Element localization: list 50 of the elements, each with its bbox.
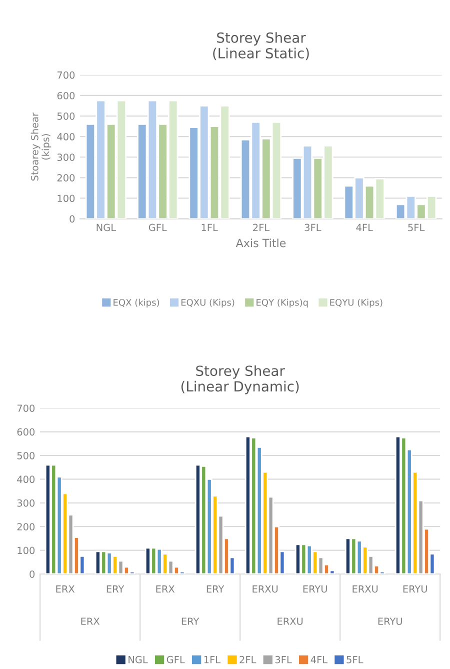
y-tick-label: 400: [57, 133, 75, 140]
legend-label: 4FL: [310, 656, 328, 664]
legend-label: GFL: [166, 656, 185, 664]
y-tick-label: 700: [17, 404, 35, 412]
y-tick-label: 600: [17, 428, 35, 436]
x-tick-label: ERYU: [403, 585, 427, 593]
chart-title: Storey Shear (Linear Dynamic): [181, 365, 299, 394]
legend-label: EQY (Kips)q: [256, 298, 308, 308]
legend-label: NGL: [128, 656, 148, 664]
x-tick-label: ERX: [56, 585, 75, 592]
x-tick-label: GFL: [148, 224, 167, 232]
y-tick-label: 100: [58, 194, 75, 202]
x-tick-label: ERYU: [303, 585, 327, 593]
y-tick-label: 400: [17, 476, 35, 484]
x-tick-label: 2FL: [253, 224, 270, 232]
y-tick-label: 300: [57, 154, 75, 161]
legend-label: 2FL: [240, 656, 256, 664]
x-axis-title: Axis Title: [236, 238, 286, 248]
x-tick-label: ERXU: [252, 585, 278, 593]
x-tick-label: ERY: [106, 585, 124, 592]
y-tick-label: 500: [57, 112, 75, 120]
y-tick-label: 700: [57, 71, 75, 79]
x-tick-label: ERY: [206, 585, 224, 592]
x-tick-label: 3FL: [304, 224, 322, 232]
y-tick-label: 100: [18, 546, 35, 554]
legend-label: EQX (kips): [114, 298, 160, 308]
text: ERYU: [378, 618, 402, 625]
text: ERX: [81, 618, 100, 625]
legend-label: 1FL: [204, 656, 220, 664]
y-tick-label: 0: [70, 215, 75, 223]
y-tick-label: 0: [30, 570, 35, 578]
legend-label: 3FL: [275, 656, 292, 664]
y-tick-label: 200: [57, 174, 75, 182]
y-tick-label: 200: [17, 523, 35, 530]
y-tick-label: 500: [17, 452, 35, 460]
x-tick-label: 5FL: [408, 224, 425, 232]
y-tick-label: 600: [57, 92, 75, 100]
text: ERY: [182, 618, 200, 625]
legend-label: EQYU (Kips): [330, 298, 382, 308]
chart-title: Storey Shear (Linear Static): [213, 32, 309, 60]
y-axis-title: Stoarey Shear (kips): [30, 112, 52, 181]
legend-label: EQXU (Kips): [181, 298, 234, 308]
x-tick-label: 1FL: [202, 224, 218, 232]
legend-label: 5FL: [346, 656, 364, 664]
x-tick-label: ERX: [156, 585, 175, 592]
y-tick-label: 300: [17, 499, 35, 507]
x-tick-label: 4FL: [356, 224, 373, 232]
x-tick-label: ERXU: [352, 585, 378, 593]
text: ERXU: [278, 618, 303, 625]
x-tick-label: NGL: [96, 224, 116, 232]
